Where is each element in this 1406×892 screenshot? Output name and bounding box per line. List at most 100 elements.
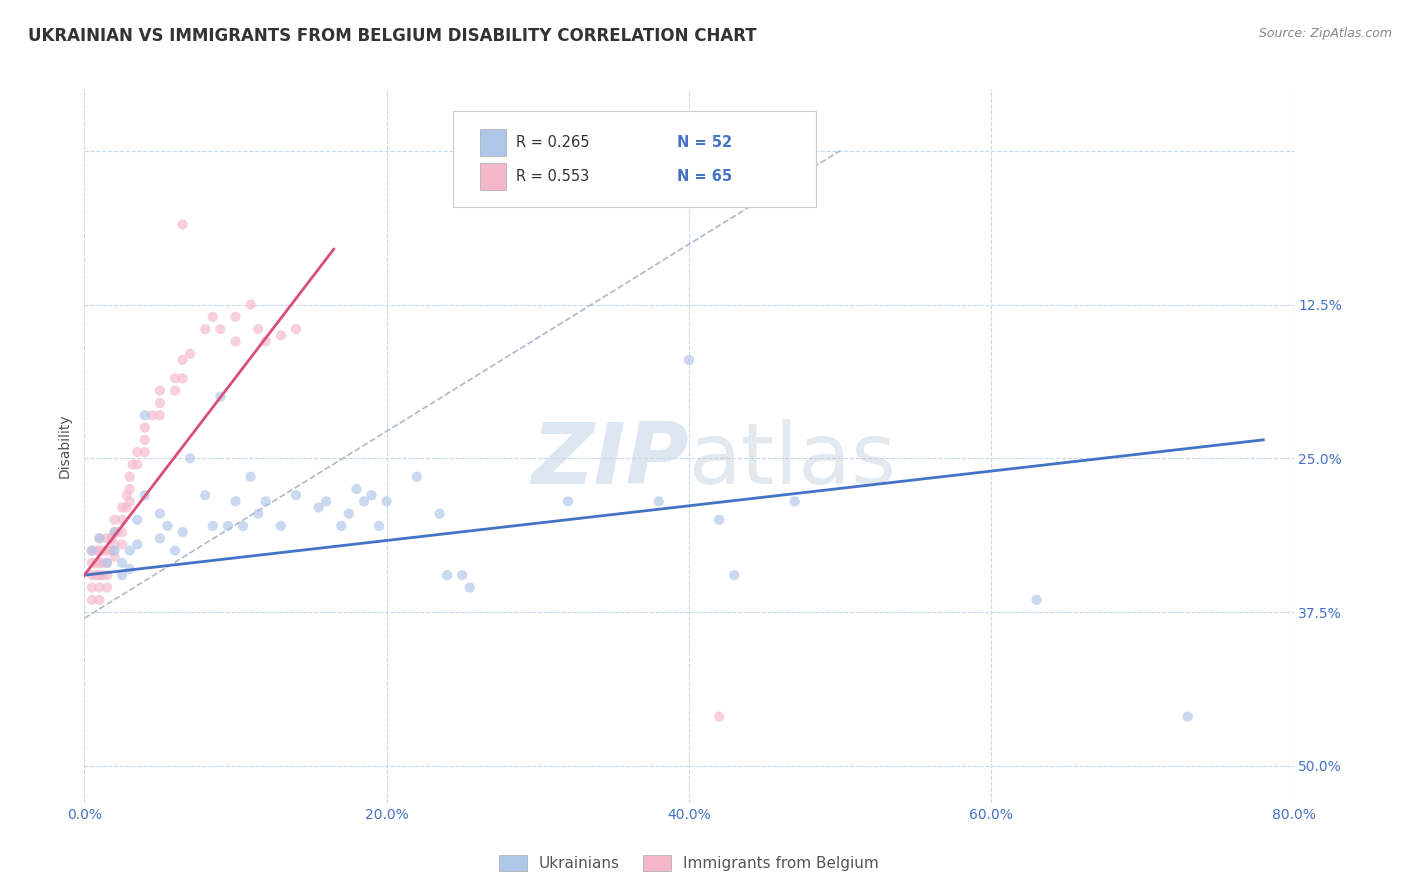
Point xyxy=(156,519,179,533)
Point xyxy=(172,525,194,540)
Point xyxy=(1177,709,1199,723)
Point xyxy=(96,543,118,558)
Point xyxy=(360,488,382,502)
Point xyxy=(201,310,224,324)
Point xyxy=(127,513,149,527)
Point xyxy=(104,525,127,540)
Point xyxy=(330,519,353,533)
Point xyxy=(91,568,114,582)
Legend: Ukrainians, Immigrants from Belgium: Ukrainians, Immigrants from Belgium xyxy=(494,849,884,877)
Point xyxy=(91,543,114,558)
Point xyxy=(86,568,108,582)
FancyBboxPatch shape xyxy=(453,111,815,207)
Bar xyxy=(479,162,506,190)
Text: Source: ZipAtlas.com: Source: ZipAtlas.com xyxy=(1258,27,1392,40)
Point xyxy=(80,556,103,570)
Point xyxy=(80,543,103,558)
Point xyxy=(648,494,671,508)
Point xyxy=(96,568,118,582)
Point xyxy=(89,531,111,545)
Point xyxy=(127,458,149,472)
Point xyxy=(111,525,134,540)
Point xyxy=(111,537,134,551)
Point xyxy=(149,531,172,545)
Point xyxy=(270,519,292,533)
Point xyxy=(723,568,745,582)
Point xyxy=(165,371,187,385)
Point xyxy=(104,513,127,527)
Text: atlas: atlas xyxy=(689,418,897,502)
Point xyxy=(709,513,731,527)
Point xyxy=(89,581,111,595)
Point xyxy=(225,310,247,324)
Point xyxy=(134,409,156,423)
Text: ZIP: ZIP xyxy=(531,418,689,502)
Point xyxy=(270,328,292,343)
Point xyxy=(458,581,481,595)
Point xyxy=(209,390,232,404)
Y-axis label: Disability: Disability xyxy=(58,414,72,478)
Point xyxy=(179,451,201,466)
Point xyxy=(225,494,247,508)
Point xyxy=(80,592,103,607)
Point xyxy=(96,531,118,545)
Point xyxy=(337,507,360,521)
Point xyxy=(1025,592,1047,607)
Point xyxy=(86,556,108,570)
Point xyxy=(111,568,134,582)
Point xyxy=(429,507,451,521)
Point xyxy=(104,549,127,564)
Point xyxy=(678,352,700,367)
Point xyxy=(118,543,141,558)
Point xyxy=(451,568,474,582)
Point xyxy=(285,322,308,336)
Point xyxy=(118,469,141,483)
Point xyxy=(134,433,156,447)
Point xyxy=(141,409,163,423)
Point xyxy=(315,494,337,508)
Point xyxy=(285,488,308,502)
Point xyxy=(194,488,217,502)
Point xyxy=(172,352,194,367)
Point xyxy=(89,592,111,607)
Point xyxy=(80,581,103,595)
Point xyxy=(104,525,127,540)
Bar xyxy=(479,129,506,156)
Point xyxy=(118,494,141,508)
Point xyxy=(127,445,149,459)
Point xyxy=(107,525,129,540)
Point xyxy=(254,334,277,349)
Point xyxy=(96,556,118,570)
Point xyxy=(149,409,172,423)
Point xyxy=(247,507,270,521)
Point xyxy=(557,494,579,508)
Point xyxy=(111,513,134,527)
Point xyxy=(96,556,118,570)
Point xyxy=(121,458,143,472)
Point xyxy=(100,531,122,545)
Point xyxy=(149,396,172,410)
Point xyxy=(254,494,277,508)
Point xyxy=(201,519,224,533)
Point xyxy=(115,488,138,502)
Text: R = 0.553: R = 0.553 xyxy=(516,169,589,184)
Text: N = 65: N = 65 xyxy=(676,169,733,184)
Point xyxy=(225,334,247,349)
Point xyxy=(346,482,368,496)
Point xyxy=(194,322,217,336)
Point xyxy=(149,507,172,521)
Point xyxy=(104,537,127,551)
Point xyxy=(118,562,141,576)
Point xyxy=(165,384,187,398)
Point xyxy=(209,322,232,336)
Point xyxy=(709,709,731,723)
Point xyxy=(134,488,156,502)
Point xyxy=(239,297,262,311)
Point xyxy=(96,581,118,595)
Point xyxy=(104,543,127,558)
Point xyxy=(239,469,262,483)
Point xyxy=(89,543,111,558)
Point xyxy=(91,556,114,570)
Point xyxy=(80,568,103,582)
Point xyxy=(134,420,156,434)
